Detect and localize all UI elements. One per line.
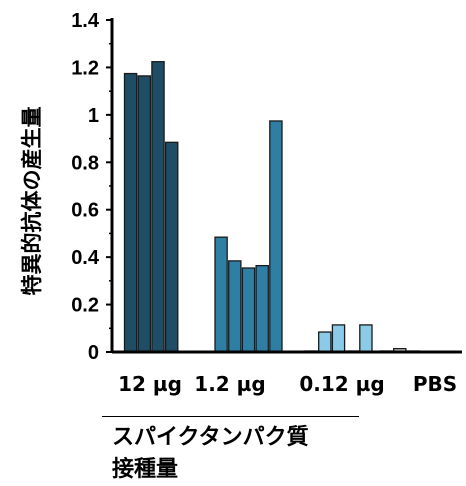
bar [214, 236, 228, 353]
x-category-label: 12 µg [118, 372, 182, 396]
y-tick-label: 1.4 [71, 10, 100, 32]
x-axis-title-line-2: 接種量 [112, 457, 179, 482]
axes [110, 18, 462, 354]
bar [331, 324, 346, 353]
bar [137, 75, 152, 353]
y-tick-label: 1.2 [71, 57, 99, 79]
bar [241, 267, 256, 353]
bar [318, 331, 332, 353]
bar [359, 324, 373, 353]
x-axis-category-labels: 12 µg 1.2 µg 0.12 µg PBS [118, 372, 457, 396]
bar [228, 260, 242, 353]
y-tick-label: 0.6 [71, 200, 99, 222]
bar [151, 61, 165, 353]
y-tick-label: 0.4 [71, 247, 100, 269]
bar [255, 264, 269, 353]
y-tick-label: 1 [88, 105, 99, 127]
x-category-label: PBS [413, 372, 457, 396]
y-tick-label: 0.8 [71, 152, 99, 174]
y-axis-ticks: 0 0.2 0.4 0.6 0.8 1 1.2 1.4 [71, 10, 112, 364]
bar [123, 72, 138, 353]
y-tick-label: 0 [88, 342, 99, 364]
y-axis-label: 特異的抗体の産生量 [20, 107, 44, 296]
x-axis-title-line-1: スパイクタンパク質 [112, 425, 309, 450]
y-tick-label: 0.2 [71, 295, 99, 317]
x-axis-title-rule [102, 416, 359, 417]
bar-series [123, 61, 421, 353]
x-category-label: 1.2 µg [194, 372, 265, 396]
x-axis-title: スパイクタンパク質 接種量 [112, 422, 412, 486]
y-axis-title: 特異的抗体の産生量 [20, 107, 44, 296]
bar [269, 120, 283, 353]
x-category-label: 0.12 µg [299, 372, 384, 396]
bar [164, 141, 179, 353]
